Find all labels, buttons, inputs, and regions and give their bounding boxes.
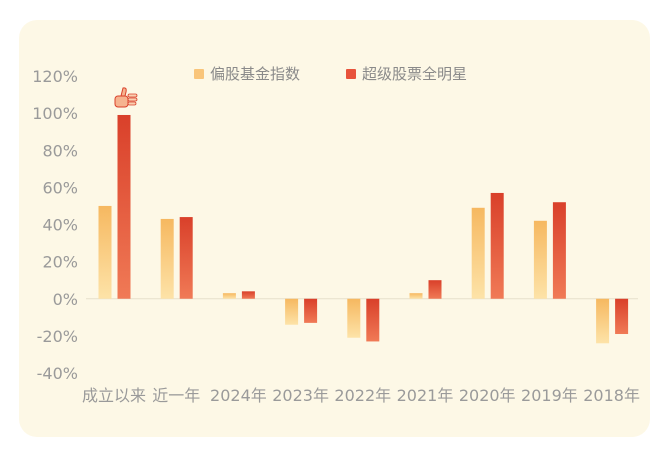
bar-fund	[117, 114, 131, 299]
x-tick-label: 近一年	[152, 386, 200, 405]
bar-index	[596, 298, 610, 344]
y-tick-label: 40%	[42, 216, 78, 235]
bar-index	[533, 220, 547, 299]
thumbs-up-icon	[114, 87, 138, 108]
bar-index	[285, 298, 299, 325]
y-tick-label: 60%	[42, 178, 78, 197]
bar-fund	[490, 192, 504, 299]
y-tick-label: 120%	[32, 67, 78, 86]
x-tick-label: 2024年	[210, 386, 267, 405]
x-tick-label: 2018年	[583, 386, 640, 405]
bar-index	[98, 205, 112, 299]
bar-fund	[241, 291, 255, 299]
y-tick-label: 0%	[53, 290, 78, 309]
bar-index	[160, 218, 174, 299]
y-tick-label: -20%	[37, 327, 78, 346]
bar-fund	[615, 298, 629, 335]
y-tick-label: 100%	[32, 104, 78, 123]
bar-index	[347, 298, 361, 338]
bar-fund	[552, 202, 566, 299]
x-tick-label: 2019年	[521, 386, 578, 405]
x-tick-label: 2021年	[397, 386, 454, 405]
bar-index	[222, 293, 236, 299]
x-tick-label: 2023年	[272, 386, 329, 405]
bar-fund	[428, 280, 442, 299]
bar-index	[471, 207, 485, 299]
bar-fund	[179, 217, 193, 299]
legend-swatch	[346, 69, 356, 79]
x-tick-label: 成立以来	[82, 386, 146, 405]
legend-label: 超级股票全明星	[362, 65, 467, 83]
legend-label: 偏股基金指数	[210, 65, 300, 83]
y-tick-label: 80%	[42, 141, 78, 160]
x-tick-label: 2022年	[334, 386, 391, 405]
legend-swatch	[194, 69, 204, 79]
y-tick-label: -40%	[37, 364, 78, 383]
y-tick-label: 20%	[42, 253, 78, 272]
bar-index	[409, 293, 423, 299]
bar-fund	[366, 298, 380, 342]
x-tick-label: 2020年	[459, 386, 516, 405]
bar-fund	[304, 298, 318, 323]
